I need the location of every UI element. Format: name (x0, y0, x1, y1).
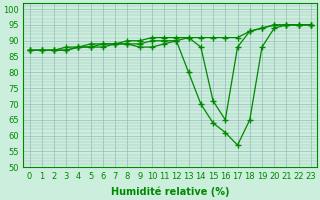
X-axis label: Humidité relative (%): Humidité relative (%) (111, 187, 229, 197)
